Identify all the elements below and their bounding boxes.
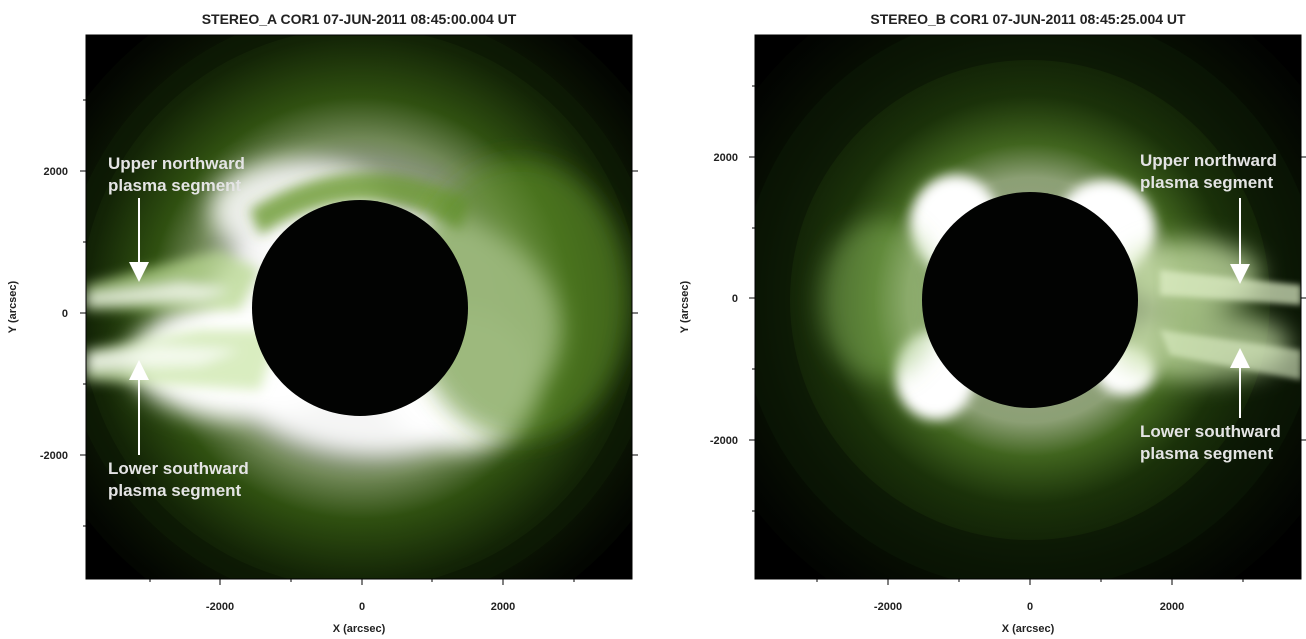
panel-a-occulter-disk — [252, 200, 468, 416]
annotation-text-line: Upper northward — [1140, 151, 1277, 170]
panel-stereo-a: STEREO_A COR1 07-JUN-2011 08:45:00.004 U… — [7, 11, 638, 635]
panel-a-ticks — [80, 99, 638, 585]
panel-a-xtick-label: -2000 — [206, 601, 234, 613]
panel-b-frame — [754, 34, 1302, 580]
panel-a-annotation-lower: Lower southward plasma segment — [108, 360, 249, 500]
panel-b-x-axis-label: X (arcsec) — [1002, 623, 1055, 635]
panel-b-occulter-disk — [922, 192, 1138, 408]
panel-a-ytick-label: 0 — [62, 308, 68, 320]
panel-b-ticks — [749, 85, 1306, 585]
panel-b-annotation-upper: Upper northward plasma segment — [1140, 151, 1277, 284]
panel-a-ytick-label: 2000 — [44, 166, 68, 178]
annotation-text-line: Upper northward — [108, 154, 245, 173]
annotation-text-line: plasma segment — [1140, 173, 1274, 192]
panel-b-image — [755, 35, 1301, 579]
panel-b-ytick-label: 2000 — [714, 152, 738, 164]
panel-a-frame — [85, 34, 633, 580]
panel-b-xtick-label: 2000 — [1160, 601, 1184, 613]
annotation-text-line: plasma segment — [108, 176, 242, 195]
annotation-text-line: Lower southward — [1140, 422, 1281, 441]
panel-b-annotation-lower: Lower southward plasma segment — [1140, 348, 1281, 463]
panel-a-x-axis-label: X (arcsec) — [333, 623, 386, 635]
panel-a-annotation-upper: Upper northward plasma segment — [108, 154, 245, 282]
annotation-text-line: Lower southward — [108, 459, 249, 478]
panel-b-ytick-label: 0 — [732, 293, 738, 305]
panel-a-ytick-label: -2000 — [40, 450, 68, 462]
panel-a-title: STEREO_A COR1 07-JUN-2011 08:45:00.004 U… — [202, 11, 517, 27]
panel-a-xtick-label: 0 — [359, 601, 365, 613]
panel-b-xtick-label: 0 — [1027, 601, 1033, 613]
annotation-text-line: plasma segment — [1140, 444, 1274, 463]
panel-b-y-axis-label: Y (arcsec) — [679, 280, 691, 333]
panel-b-ytick-label: -2000 — [710, 435, 738, 447]
panel-b-title: STEREO_B COR1 07-JUN-2011 08:45:25.004 U… — [870, 11, 1186, 27]
panel-a-y-axis-label: Y (arcsec) — [7, 280, 19, 333]
annotation-text-line: plasma segment — [108, 481, 242, 500]
panel-a-xtick-label: 2000 — [491, 601, 515, 613]
panel-b-xtick-label: -2000 — [874, 601, 902, 613]
panel-a-image — [86, 35, 632, 579]
panel-stereo-b: STEREO_B COR1 07-JUN-2011 08:45:25.004 U… — [679, 11, 1306, 635]
